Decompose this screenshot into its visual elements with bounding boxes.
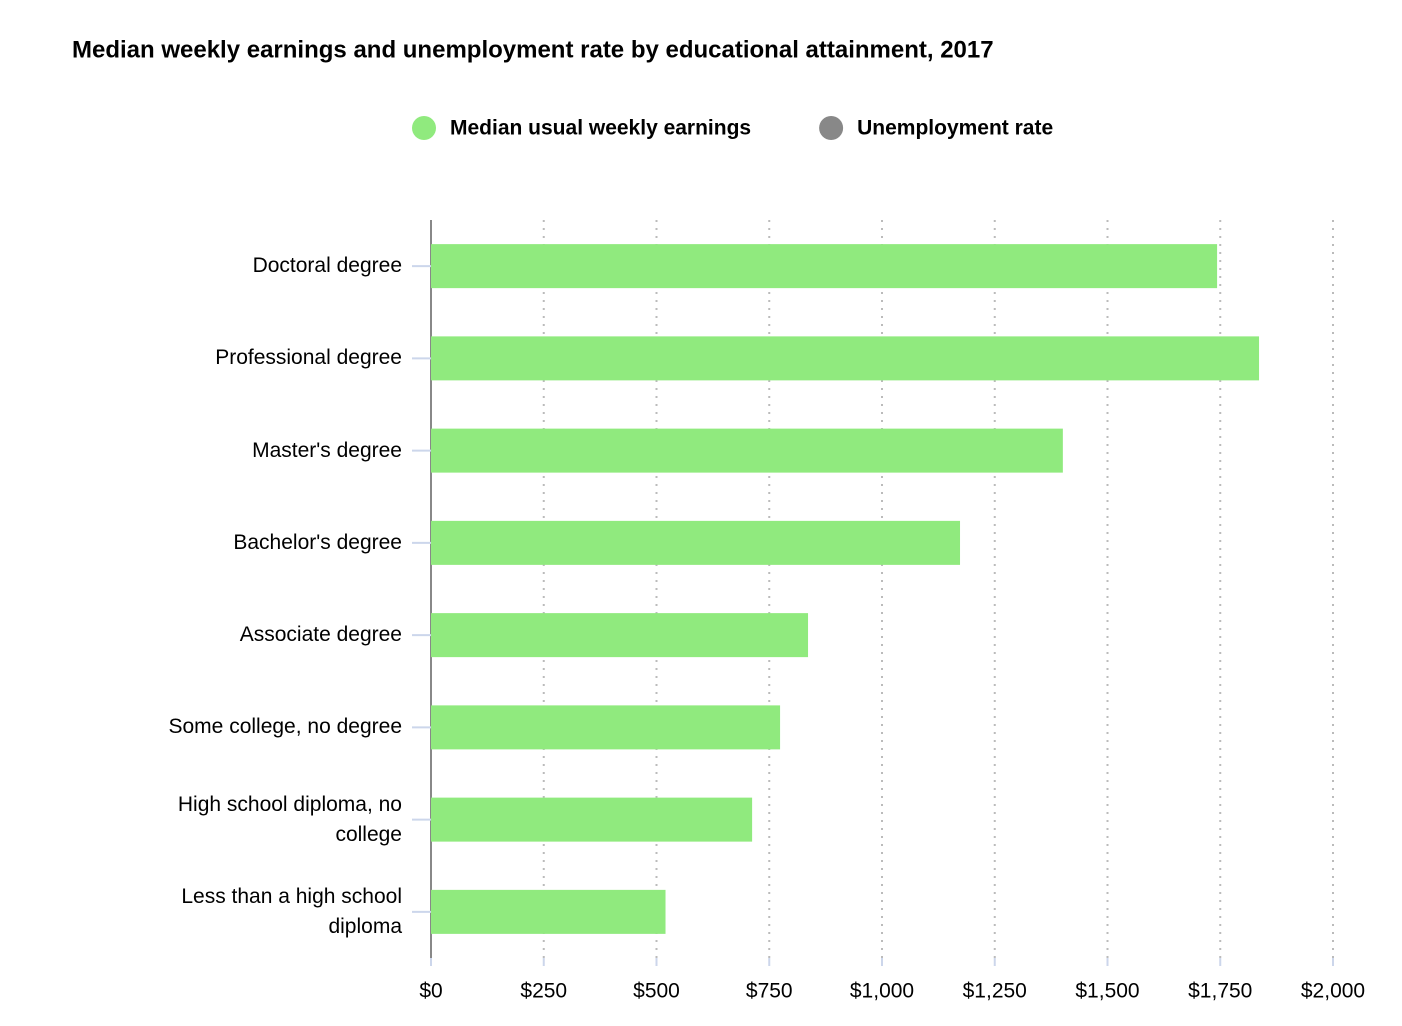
y-tick-label: Master's degree: [252, 438, 402, 462]
legend-marker[interactable]: [819, 116, 844, 140]
y-tick-label: Less than a high school diploma: [181, 884, 402, 938]
bar: [431, 428, 1063, 473]
y-tick-label: Bachelor's degree: [233, 530, 402, 554]
y-tick-label: Doctoral degree: [252, 254, 402, 278]
bar: [431, 520, 961, 565]
x-tick-label: $250: [520, 980, 567, 1003]
y-tick-label: High school diploma, no college: [177, 792, 402, 846]
y-tick-label: Associate degree: [239, 623, 402, 647]
y-tick-label: Professional degree: [215, 346, 402, 370]
x-tick-label: $500: [633, 980, 680, 1003]
legend-label[interactable]: Unemployment rate: [857, 117, 1053, 140]
x-tick-label: $750: [746, 980, 793, 1003]
bar: [431, 613, 809, 658]
bar: [431, 797, 753, 842]
legend-label[interactable]: Median usual weekly earnings: [450, 117, 751, 140]
x-tick-label: $0: [419, 980, 442, 1003]
bar: [431, 244, 1218, 289]
x-tick-label: $1,000: [850, 980, 914, 1003]
chart-title: Median weekly earnings and unemployment …: [72, 36, 994, 63]
bar: [431, 705, 781, 750]
bar: [431, 889, 666, 934]
x-tick-label: $1,750: [1188, 980, 1252, 1003]
x-tick-label: $2,000: [1301, 980, 1365, 1003]
y-tick-label: Some college, no degree: [168, 715, 403, 739]
x-tick-label: $1,500: [1075, 980, 1139, 1003]
x-tick-label: $1,250: [963, 980, 1027, 1003]
bar: [431, 336, 1260, 381]
legend-marker[interactable]: [412, 116, 436, 140]
